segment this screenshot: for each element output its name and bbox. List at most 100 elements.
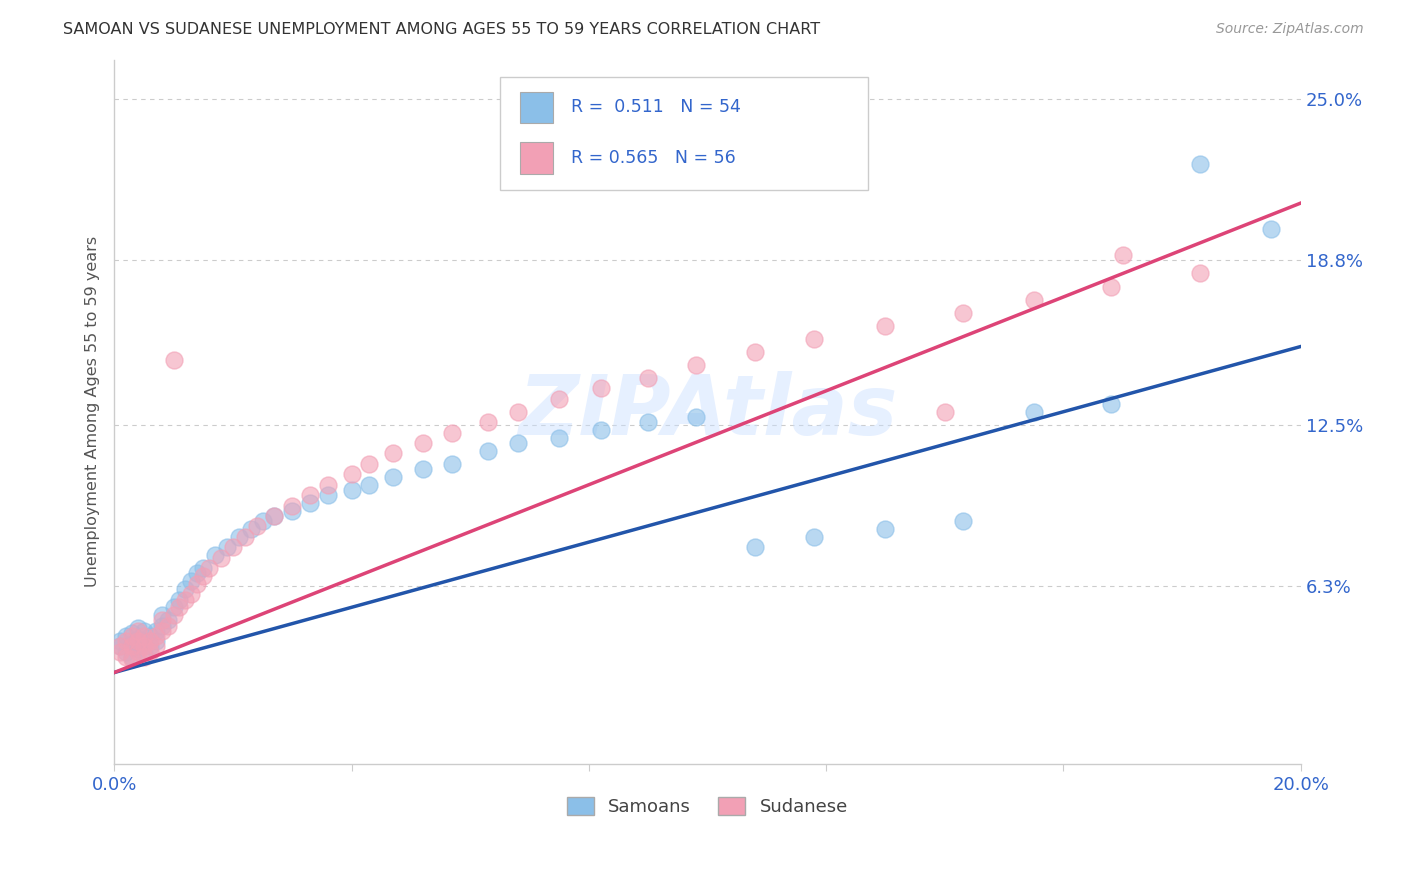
Point [139, 634, 162, 648]
Point [228, 530, 250, 544]
Point [637, 371, 659, 385]
Point [127, 642, 149, 657]
Point [441, 457, 464, 471]
Point [359, 477, 381, 491]
Point [382, 446, 405, 460]
Point [952, 514, 974, 528]
Point [186, 566, 208, 581]
Point [132, 649, 155, 664]
Point [162, 600, 184, 615]
Point [1188, 157, 1211, 171]
Point [1099, 279, 1122, 293]
Point [132, 645, 155, 659]
Point [316, 488, 339, 502]
Point [156, 618, 179, 632]
Point [222, 541, 245, 555]
Point [162, 352, 184, 367]
Point [589, 423, 612, 437]
Text: ZIPAtlas: ZIPAtlas [517, 371, 897, 452]
Point [252, 514, 274, 528]
Point [115, 645, 138, 659]
Point [127, 634, 149, 648]
Point [198, 561, 221, 575]
Point [685, 409, 707, 424]
Bar [520, 92, 553, 123]
Point [150, 624, 173, 638]
Point [121, 652, 143, 666]
Point [132, 634, 155, 648]
Point [685, 358, 707, 372]
Point [132, 624, 155, 638]
Text: R = 0.565   N = 56: R = 0.565 N = 56 [571, 149, 735, 167]
Point [204, 548, 226, 562]
Point [340, 483, 363, 497]
Point [108, 645, 131, 659]
Point [281, 499, 304, 513]
Point [174, 592, 197, 607]
Point [263, 509, 285, 524]
Point [115, 634, 138, 648]
Text: SAMOAN VS SUDANESE UNEMPLOYMENT AMONG AGES 55 TO 59 YEARS CORRELATION CHART: SAMOAN VS SUDANESE UNEMPLOYMENT AMONG AG… [63, 22, 820, 37]
Point [150, 613, 173, 627]
Point [506, 436, 529, 450]
Point [441, 425, 464, 440]
Point [1188, 267, 1211, 281]
FancyBboxPatch shape [499, 78, 868, 190]
Point [132, 629, 155, 643]
Point [1022, 405, 1045, 419]
Point [121, 629, 143, 643]
Point [233, 530, 256, 544]
Point [803, 332, 825, 346]
Point [548, 431, 571, 445]
Point [115, 629, 138, 643]
Point [477, 415, 499, 429]
Point [934, 405, 956, 419]
Point [127, 632, 149, 646]
Point [239, 522, 262, 536]
Text: R =  0.511   N = 54: R = 0.511 N = 54 [571, 98, 741, 117]
Point [209, 550, 232, 565]
Point [1022, 293, 1045, 307]
Point [952, 305, 974, 319]
Point [108, 640, 131, 654]
Point [162, 608, 184, 623]
Point [589, 381, 612, 395]
Point [121, 637, 143, 651]
Point [139, 645, 162, 659]
Point [115, 649, 138, 664]
Point [127, 621, 149, 635]
Point [875, 318, 897, 333]
Point [139, 629, 162, 643]
Point [150, 608, 173, 623]
Point [477, 443, 499, 458]
Point [174, 582, 197, 596]
Point [263, 509, 285, 524]
Point [193, 569, 215, 583]
Point [145, 640, 167, 654]
Point [316, 477, 339, 491]
Point [193, 561, 215, 575]
Point [215, 541, 238, 555]
Point [803, 530, 825, 544]
Point [340, 467, 363, 482]
Point [156, 613, 179, 627]
Point [121, 640, 143, 654]
Y-axis label: Unemployment Among Ages 55 to 59 years: Unemployment Among Ages 55 to 59 years [86, 236, 100, 587]
Point [108, 640, 131, 654]
Point [744, 541, 766, 555]
Point [127, 645, 149, 659]
Point [1112, 248, 1135, 262]
Point [121, 649, 143, 664]
Point [186, 577, 208, 591]
Point [132, 640, 155, 654]
Point [127, 624, 149, 638]
Point [139, 640, 162, 654]
Point [145, 624, 167, 638]
Point [506, 405, 529, 419]
Point [169, 600, 191, 615]
Point [412, 462, 434, 476]
Point [169, 592, 191, 607]
Point [281, 504, 304, 518]
Point [1260, 222, 1282, 236]
Point [298, 496, 321, 510]
